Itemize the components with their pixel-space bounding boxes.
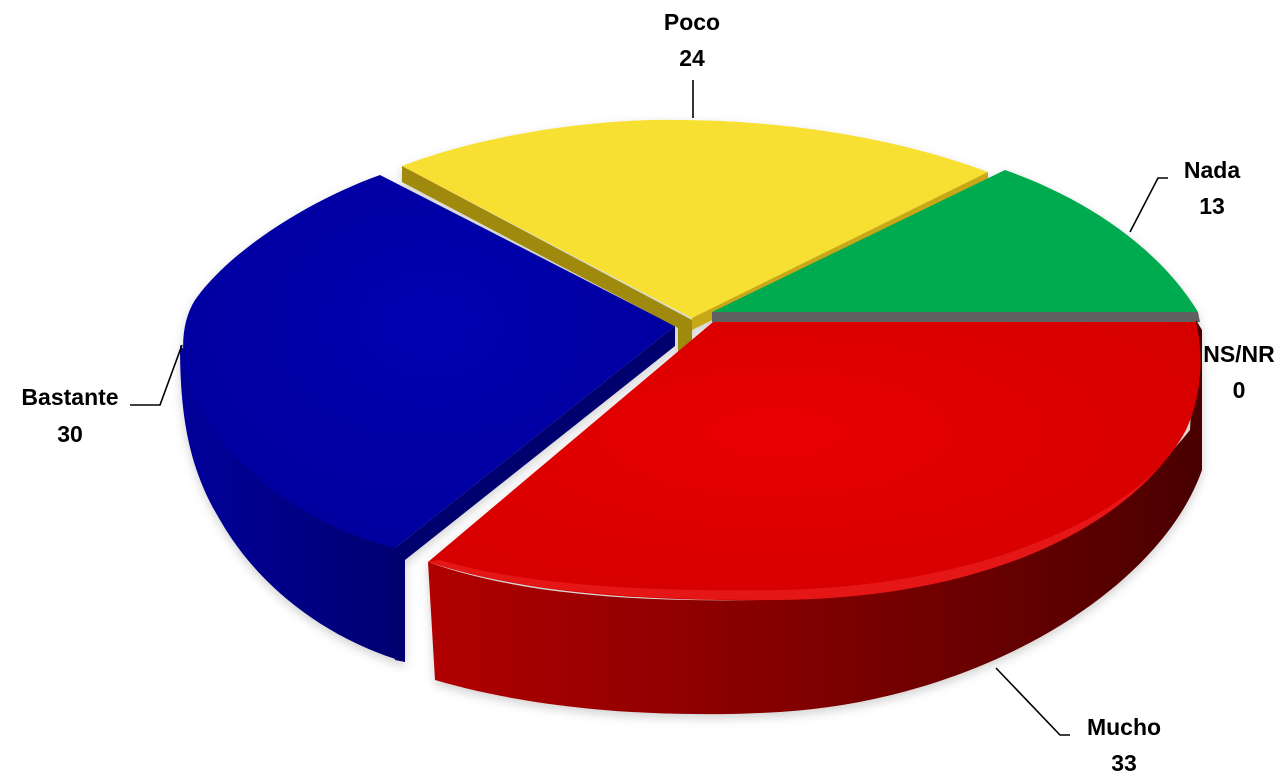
label-mucho-value: 33: [1111, 750, 1137, 776]
slice-nada: [712, 170, 1198, 312]
label-nsnr-value: 0: [1233, 377, 1246, 403]
label-bastante-name: Bastante: [21, 384, 118, 410]
slice-nsnr: [712, 312, 1200, 322]
slice-mucho: [428, 322, 1201, 601]
label-poco-name: Poco: [664, 9, 720, 35]
label-nada-name: Nada: [1184, 157, 1240, 183]
label-poco-value: 24: [679, 45, 705, 71]
leader-bastante: [130, 344, 183, 406]
slice-bastante-inner-wall: [395, 326, 675, 662]
label-nada-value: 13: [1199, 193, 1225, 219]
slice-poco-side: [402, 166, 692, 352]
slice-poco: [402, 119, 988, 318]
label-nsnr-name: NS/NR: [1203, 341, 1275, 367]
leader-nada: [1129, 177, 1168, 233]
label-bastante-value: 30: [57, 421, 83, 447]
slice-bastante: [183, 175, 676, 548]
label-mucho-name: Mucho: [1087, 714, 1161, 740]
slice-bastante-side: [180, 345, 405, 662]
leader-mucho: [995, 667, 1070, 736]
slice-mucho-side: [428, 320, 1202, 715]
